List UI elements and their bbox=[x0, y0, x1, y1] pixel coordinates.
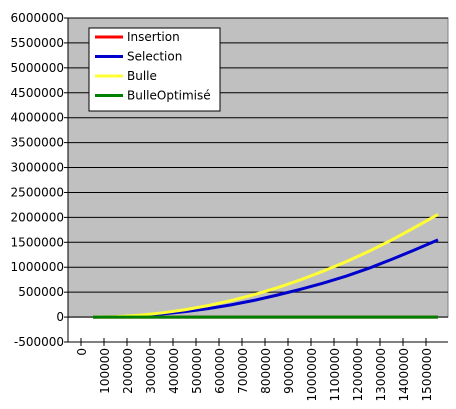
x-tick-label: 600000 bbox=[213, 348, 227, 394]
legend-items: Insertion Selection Bulle BulleOptimisé bbox=[95, 30, 211, 103]
x-tick-label: 1400000 bbox=[397, 348, 411, 401]
legend-box bbox=[88, 27, 221, 112]
x-tick-label: 1200000 bbox=[351, 348, 365, 401]
x-tick-label: 1500000 bbox=[420, 348, 434, 401]
legend-label: Bulle bbox=[127, 69, 157, 83]
x-tick-label: 1300000 bbox=[374, 348, 388, 401]
y-tick-label: -500000 bbox=[14, 335, 64, 349]
y-axis-ticks: -500000 0 500000 1000000 1500000 2000000 25000… bbox=[11, 11, 68, 349]
y-tick-label: 0 bbox=[56, 310, 64, 324]
x-tick-label: 700000 bbox=[236, 348, 250, 394]
x-tick-label: 1000000 bbox=[305, 348, 319, 401]
series-line-bulle bbox=[92, 213, 439, 319]
x-tick-label: 0 bbox=[75, 348, 89, 356]
y-tick-label: 4000000 bbox=[11, 111, 64, 125]
y-tick-label: 5000000 bbox=[11, 61, 64, 75]
x-axis-ticks: 0 100000 200000 300000 400000 500000 600000 700… bbox=[75, 338, 434, 401]
y-tick-label: 1500000 bbox=[11, 235, 64, 249]
x-tick-label: 500000 bbox=[190, 348, 204, 394]
x-tick-label: 1100000 bbox=[328, 348, 342, 401]
x-tick-label: 400000 bbox=[167, 348, 181, 394]
y-tick-label: 6000000 bbox=[11, 11, 64, 25]
legend-label: Insertion bbox=[127, 30, 180, 44]
y-tick-label: 1000000 bbox=[11, 260, 64, 274]
series-layer bbox=[92, 213, 439, 319]
y-tick-label: 3000000 bbox=[11, 161, 64, 175]
legend: Insertion Selection Bulle BulleOptimisé bbox=[88, 27, 221, 112]
x-tick-label: 300000 bbox=[144, 348, 158, 394]
y-tick-label: 3500000 bbox=[11, 136, 64, 150]
y-tick-label: 500000 bbox=[18, 285, 64, 299]
x-tick-label: 900000 bbox=[282, 348, 296, 394]
legend-label: Selection bbox=[127, 50, 182, 64]
x-tick-label: 800000 bbox=[259, 348, 273, 394]
legend-label: BulleOptimisé bbox=[127, 89, 211, 103]
x-tick-label: 200000 bbox=[121, 348, 135, 394]
x-tick-label: 100000 bbox=[98, 348, 112, 394]
y-tick-label: 4500000 bbox=[11, 86, 64, 100]
y-tick-label: 2000000 bbox=[11, 210, 64, 224]
y-tick-label: 5500000 bbox=[11, 36, 64, 50]
y-tick-label: 2500000 bbox=[11, 185, 64, 199]
